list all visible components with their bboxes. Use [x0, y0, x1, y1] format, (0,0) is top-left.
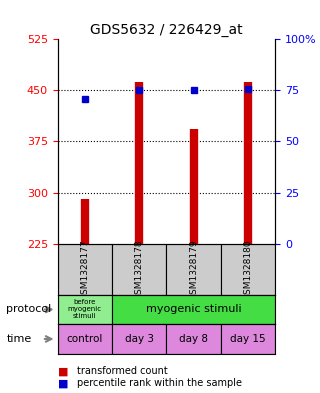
Text: time: time — [6, 334, 32, 344]
Text: GSM1328177: GSM1328177 — [80, 239, 89, 299]
Bar — [112, 244, 166, 295]
Text: protocol: protocol — [6, 305, 52, 314]
Text: day 3: day 3 — [125, 334, 154, 344]
Bar — [221, 244, 275, 295]
Text: myogenic stimuli: myogenic stimuli — [146, 305, 241, 314]
Bar — [58, 324, 112, 354]
Text: GSM1328179: GSM1328179 — [189, 239, 198, 299]
Bar — [112, 324, 166, 354]
Text: ■: ■ — [58, 378, 68, 388]
Text: ■: ■ — [58, 366, 68, 376]
Text: GSM1328178: GSM1328178 — [135, 239, 144, 299]
Title: GDS5632 / 226429_at: GDS5632 / 226429_at — [90, 23, 243, 37]
Text: day 15: day 15 — [230, 334, 266, 344]
Text: control: control — [67, 334, 103, 344]
Bar — [166, 324, 221, 354]
Bar — [58, 244, 112, 295]
Text: transformed count: transformed count — [77, 366, 168, 376]
Bar — [58, 295, 112, 324]
Bar — [166, 244, 221, 295]
Bar — [112, 295, 275, 324]
Text: before
myogenic
stimuli: before myogenic stimuli — [68, 299, 102, 320]
Text: GSM1328180: GSM1328180 — [244, 239, 252, 299]
Bar — [221, 324, 275, 354]
Text: day 8: day 8 — [179, 334, 208, 344]
Text: percentile rank within the sample: percentile rank within the sample — [77, 378, 242, 388]
